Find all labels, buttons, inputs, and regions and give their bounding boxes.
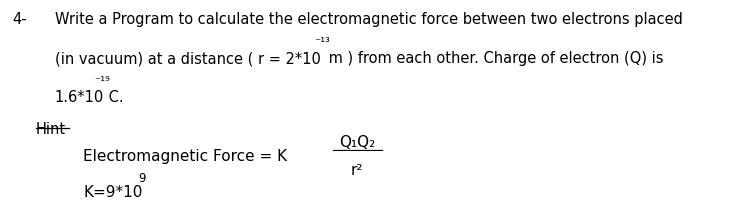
Text: ⁻¹³: ⁻¹³ xyxy=(314,36,330,49)
Text: (in vacuum) at a distance ( r = 2*10: (in vacuum) at a distance ( r = 2*10 xyxy=(55,51,321,66)
Text: Electromagnetic Force = K: Electromagnetic Force = K xyxy=(83,148,287,163)
Text: 9: 9 xyxy=(139,171,146,184)
Text: m ) from each other. Charge of electron (Q) is: m ) from each other. Charge of electron … xyxy=(324,51,663,66)
Text: C.: C. xyxy=(104,90,124,105)
Text: r²: r² xyxy=(351,162,363,177)
Text: ⁻¹⁹: ⁻¹⁹ xyxy=(94,75,111,88)
Text: Q₁Q₂: Q₁Q₂ xyxy=(338,134,375,149)
Text: Hint: Hint xyxy=(36,121,66,136)
Text: Write a Program to calculate the electromagnetic force between two electrons pla: Write a Program to calculate the electro… xyxy=(55,12,682,27)
Text: 4-: 4- xyxy=(13,12,27,27)
Text: 1.6*10: 1.6*10 xyxy=(55,90,104,105)
Text: K=9*10: K=9*10 xyxy=(83,184,142,199)
